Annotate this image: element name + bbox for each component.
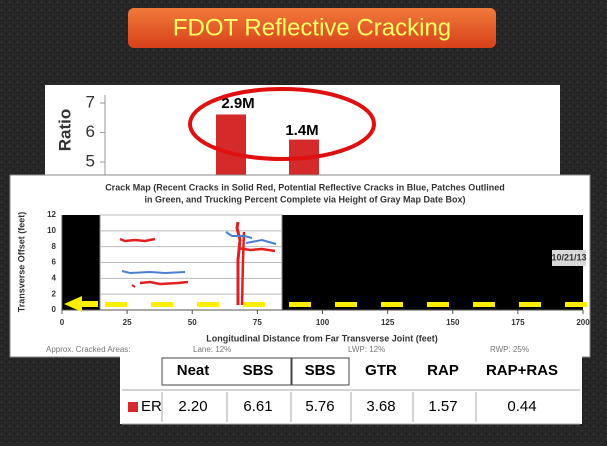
crack [139,280,189,286]
map-footer: RWP: 25% [490,345,529,354]
column-header: Neat [177,362,210,379]
legend-swatch [128,402,138,412]
x-tick-label: 175 [511,318,525,327]
map-x-label: Longitudinal Distance from Far Transvers… [206,333,438,343]
cell-value: 5.76 [305,398,334,415]
column-header: GTR [365,362,397,379]
y-tick-label: 7 [86,92,95,111]
crack [121,270,186,275]
progress-dash [473,302,495,307]
y-tick-label: 10 [47,226,56,235]
x-tick-label: 75 [253,318,262,327]
progress-dash [381,302,403,307]
map-y-label: Transverse Offset (feet) [16,212,26,313]
y-tick-label: 6 [86,122,95,141]
crack [245,238,277,245]
y-tick-label: 2 [52,289,57,298]
progress-dash [565,302,587,307]
y-tick-label: 12 [47,210,56,219]
column-header: RAP [427,362,459,379]
cell-value: 0.44 [507,398,536,415]
column-header: RAP+RAS [486,362,558,379]
progress-dash [151,302,173,307]
date-box [552,250,586,266]
crack [237,246,276,253]
progress-dash [289,302,311,307]
bar [216,114,246,180]
map-footer: Approx. Cracked Areas: [46,345,130,354]
progress-dash [243,302,265,307]
y-tick-label: 4 [52,273,57,282]
column-header: SBS [243,362,274,379]
x-tick-label: 100 [316,318,330,327]
x-tick-label: 25 [123,318,132,327]
date-label: 10/21/13 [551,252,586,262]
column-header: SBS [305,362,336,379]
progress-dash [519,302,541,307]
highlight-ellipse [188,87,376,161]
x-tick-label: 0 [60,318,65,327]
progress-dash [335,302,357,307]
map-footer: Lane: 12% [193,345,231,354]
y-axis-label: Ratio [55,109,74,152]
progress-dash [197,302,219,307]
cell-value: 1.57 [428,398,457,415]
progress-dash [105,302,127,307]
y-tick-label: 0 [52,305,57,314]
y-tick-label: 6 [52,258,57,267]
crack [240,231,246,306]
header-box [291,357,350,386]
annotation: 2.9M [221,95,254,112]
cell-value: 3.68 [366,398,395,415]
map-title: Crack Map (Recent Cracks in Solid Red, P… [105,182,505,192]
y-tick-label: 5 [86,151,95,170]
x-tick-label: 200 [576,318,590,327]
progress-dash [427,302,449,307]
progress-arrow [64,296,98,312]
crack [225,231,253,239]
cell-value: 2.20 [178,398,207,415]
x-tick-label: 50 [188,318,197,327]
crack [119,237,156,243]
title-banner [128,8,496,48]
slide-title: FDOT Reflective Cracking [173,14,451,41]
header-box [161,357,292,386]
x-tick-label: 125 [381,318,395,327]
crack [131,284,136,288]
map-footer: LWP: 12% [348,345,385,354]
annotation: 1.4M [285,122,318,139]
row-label: ER [141,398,162,415]
crack [235,221,242,305]
cell-value: 6.61 [243,398,272,415]
map-title: in Green, and Trucking Percent Complete … [144,194,465,204]
y-tick-label: 8 [52,242,57,251]
x-tick-label: 150 [446,318,460,327]
